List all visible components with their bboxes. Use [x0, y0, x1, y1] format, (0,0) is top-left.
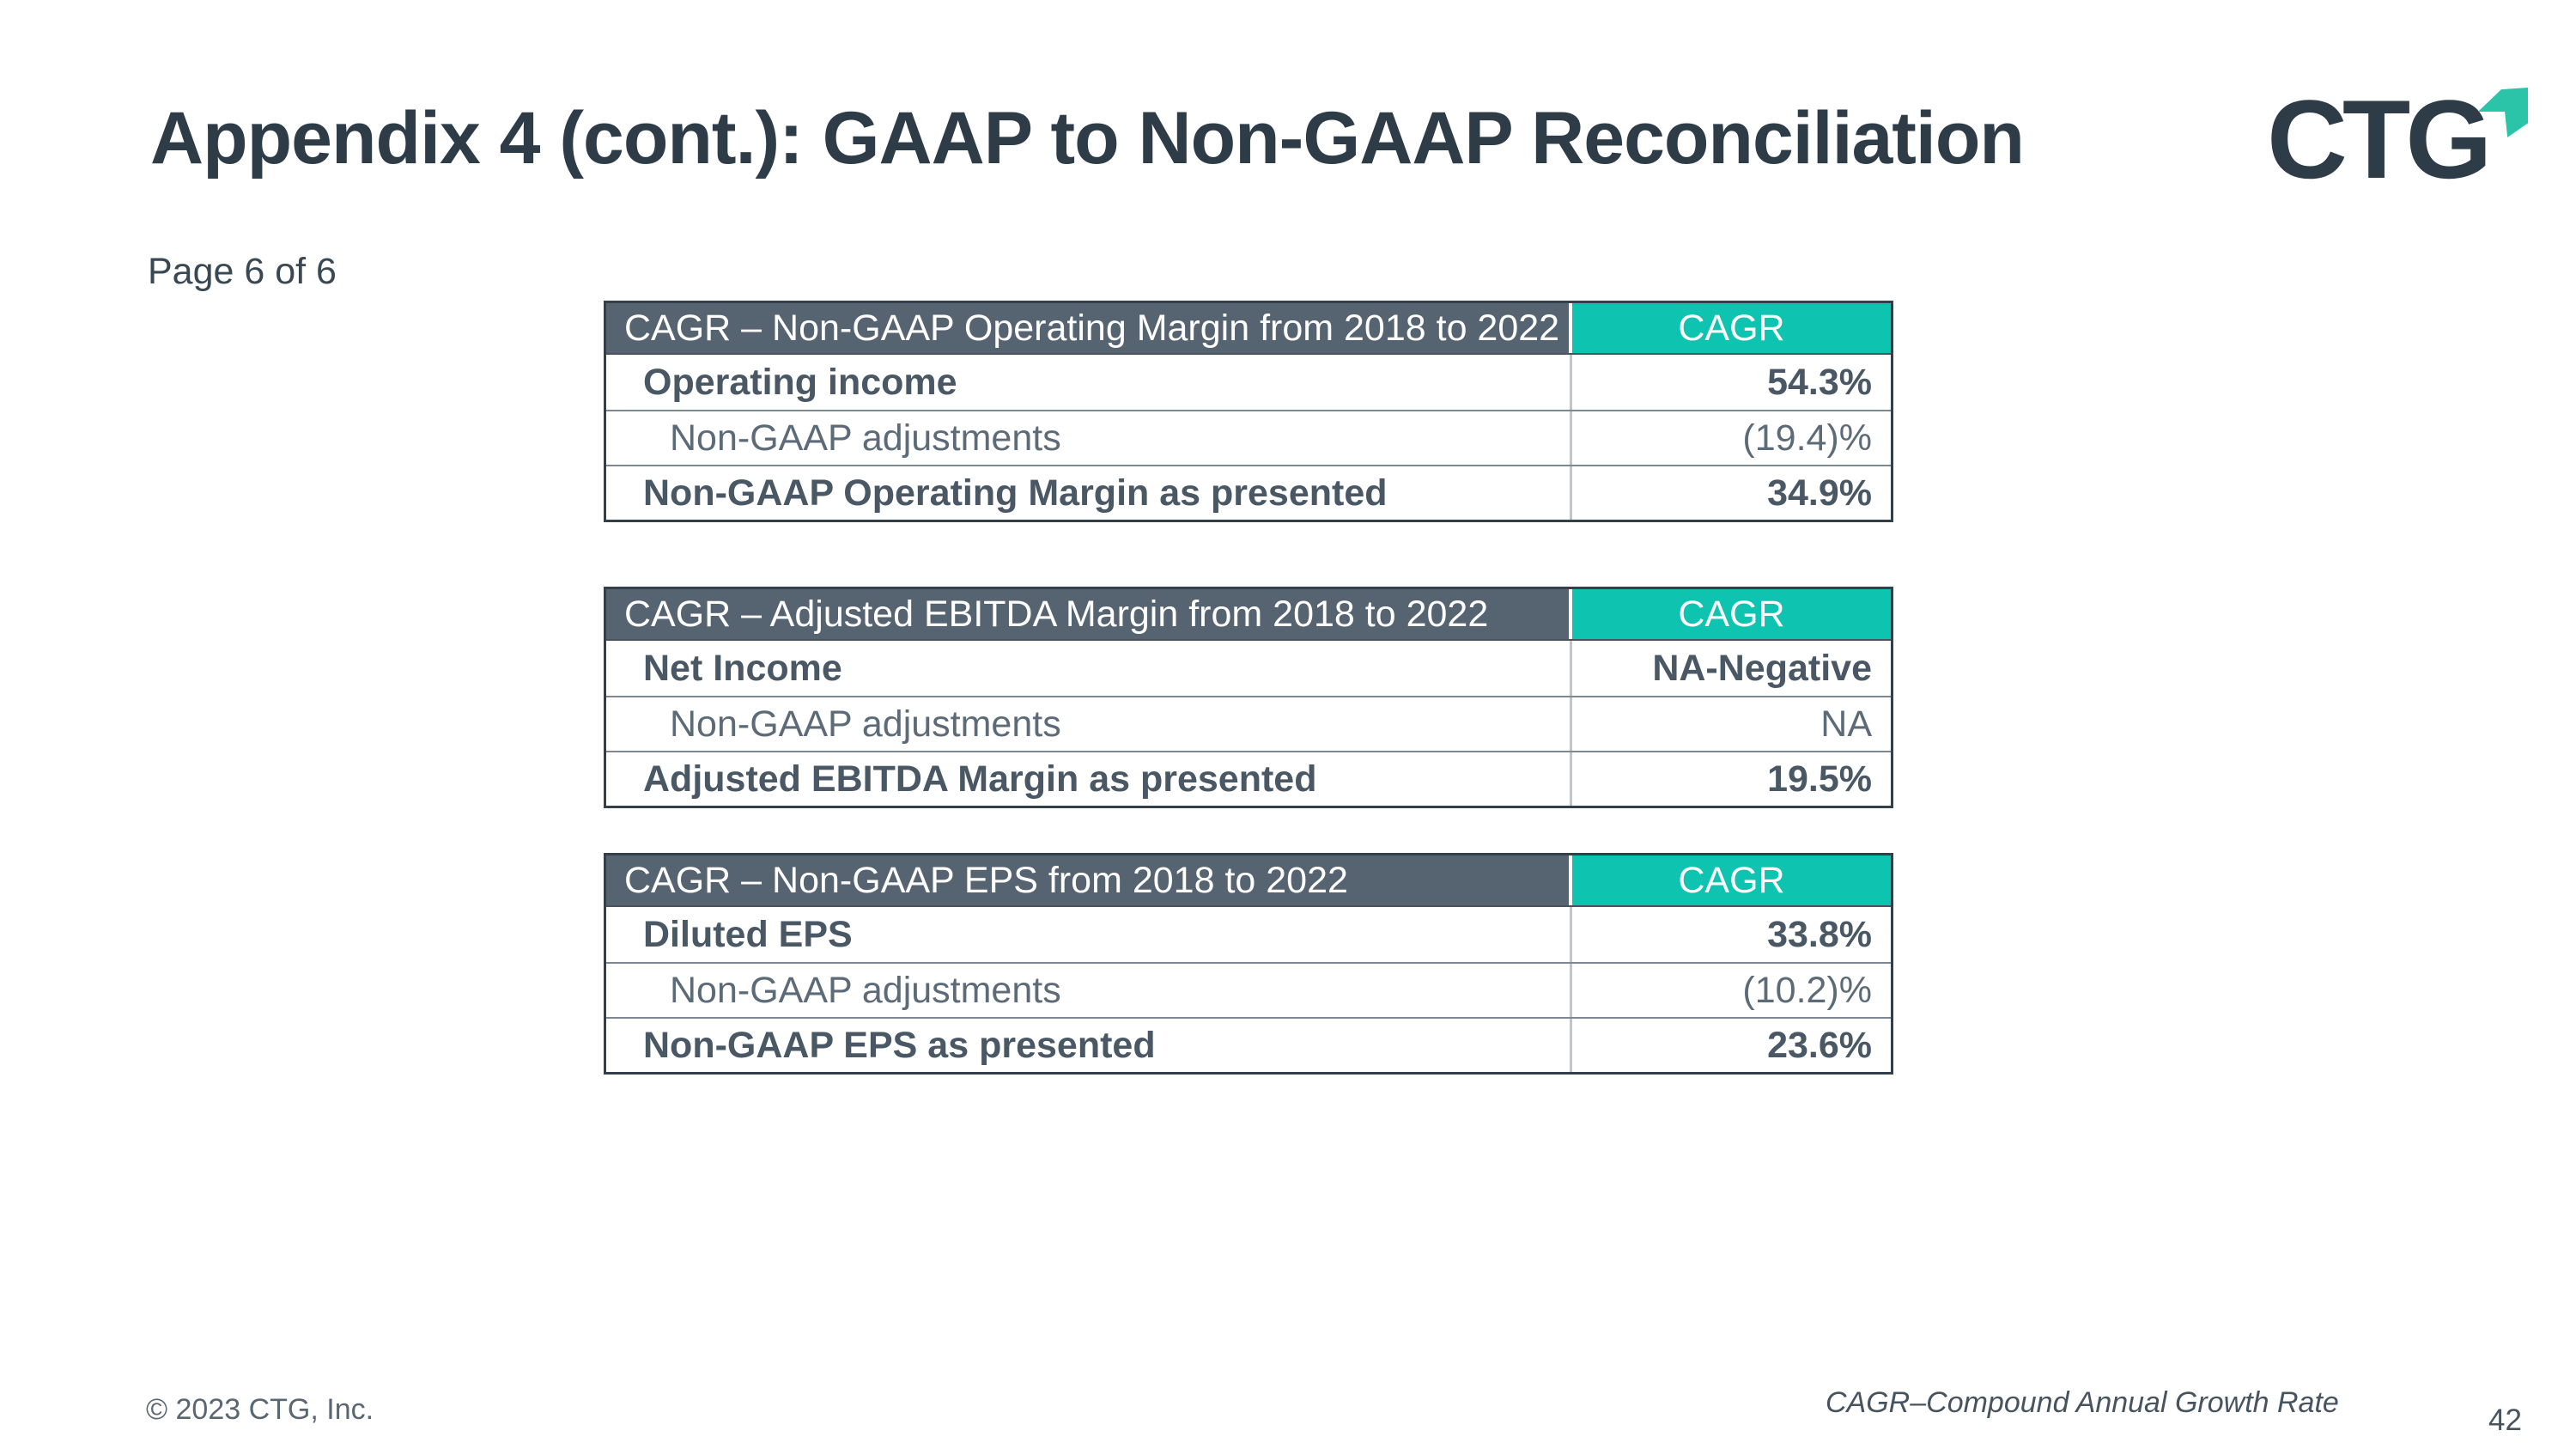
cagr-header-cell: CAGR — [1572, 589, 1891, 639]
row-value: 34.9% — [1767, 472, 1872, 514]
row-value: 19.5% — [1767, 758, 1872, 800]
row-value: 54.3% — [1767, 361, 1872, 403]
row-value: NA — [1820, 703, 1872, 745]
table-title-cell: CAGR – Adjusted EBITDA Margin from 2018 … — [606, 589, 1572, 639]
row-value: NA-Negative — [1652, 647, 1872, 689]
ctg-logo: CTG — [2267, 76, 2535, 202]
cagr-header-cell: CAGR — [1572, 855, 1891, 905]
table-row: Operating income 54.3% — [606, 355, 1891, 410]
table-row: Non-GAAP EPS as presented 23.6% — [606, 1017, 1891, 1072]
table-row: Adjusted EBITDA Margin as presented 19.5… — [606, 751, 1891, 806]
row-label: Non-GAAP adjustments — [606, 411, 1572, 465]
row-label: Non-GAAP adjustments — [606, 964, 1572, 1017]
row-value: (19.4)% — [1742, 417, 1872, 459]
row-label: Adjusted EBITDA Margin as presented — [606, 752, 1572, 806]
table-row: Diluted EPS 33.8% — [606, 907, 1891, 962]
top-banner — [0, 0, 2576, 41]
table-header-row: CAGR – Non-GAAP EPS from 2018 to 2022 CA… — [606, 855, 1891, 907]
table-title-cell: CAGR – Non-GAAP Operating Margin from 20… — [606, 303, 1572, 353]
table-row: Non-GAAP adjustments (10.2)% — [606, 962, 1891, 1017]
logo-arrow-icon — [2478, 88, 2528, 137]
table-ebitda-margin: CAGR – Adjusted EBITDA Margin from 2018 … — [604, 587, 1893, 808]
row-label: Non-GAAP Operating Margin as presented — [606, 466, 1572, 520]
row-label: Net Income — [606, 641, 1572, 696]
table-row: Non-GAAP adjustments (19.4)% — [606, 410, 1891, 465]
slide-page-number: 42 — [2488, 1403, 2522, 1437]
page-indicator: Page 6 of 6 — [148, 251, 337, 292]
row-label: Non-GAAP EPS as presented — [606, 1019, 1572, 1072]
slide-title: Appendix 4 (cont.): GAAP to Non-GAAP Rec… — [150, 97, 2025, 180]
row-label: Diluted EPS — [606, 907, 1572, 962]
footer-copyright: © 2023 CTG, Inc. — [146, 1393, 374, 1426]
table-operating-margin: CAGR – Non-GAAP Operating Margin from 20… — [604, 301, 1893, 522]
row-value: 33.8% — [1767, 913, 1872, 955]
cagr-header-cell: CAGR — [1572, 303, 1891, 353]
table-header-row: CAGR – Non-GAAP Operating Margin from 20… — [606, 303, 1891, 355]
row-value: 23.6% — [1767, 1024, 1872, 1066]
table-title-cell: CAGR – Non-GAAP EPS from 2018 to 2022 — [606, 855, 1572, 905]
table-row: Non-GAAP Operating Margin as presented 3… — [606, 465, 1891, 520]
ctg-logo-text: CTG — [2267, 76, 2492, 202]
table-row: Net Income NA-Negative — [606, 641, 1891, 696]
row-value: (10.2)% — [1742, 969, 1872, 1011]
table-header-row: CAGR – Adjusted EBITDA Margin from 2018 … — [606, 589, 1891, 641]
footer-footnote: CAGR–Compound Annual Growth Rate — [1826, 1386, 2339, 1419]
table-row: Non-GAAP adjustments NA — [606, 696, 1891, 751]
table-non-gaap-eps: CAGR – Non-GAAP EPS from 2018 to 2022 CA… — [604, 853, 1893, 1075]
row-label: Operating income — [606, 355, 1572, 410]
row-label: Non-GAAP adjustments — [606, 697, 1572, 751]
